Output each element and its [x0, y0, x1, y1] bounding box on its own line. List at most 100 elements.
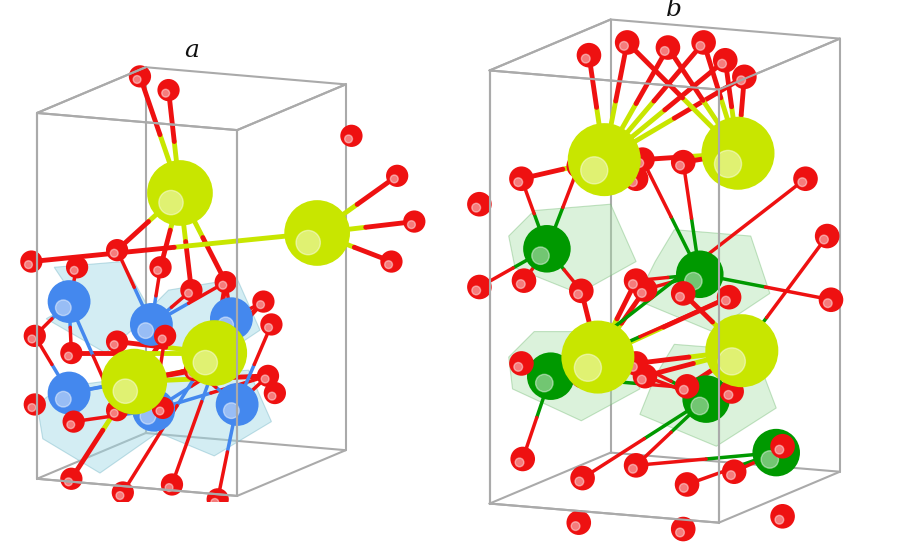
- Circle shape: [217, 384, 257, 425]
- Circle shape: [387, 165, 408, 186]
- Circle shape: [67, 257, 87, 277]
- Circle shape: [194, 351, 218, 375]
- Circle shape: [737, 76, 745, 85]
- Circle shape: [536, 375, 553, 392]
- Circle shape: [468, 193, 490, 216]
- Circle shape: [162, 474, 183, 495]
- Circle shape: [628, 465, 637, 473]
- Circle shape: [257, 366, 278, 386]
- Circle shape: [162, 89, 169, 97]
- Circle shape: [717, 165, 726, 174]
- Circle shape: [63, 411, 84, 432]
- Circle shape: [692, 31, 716, 54]
- Circle shape: [567, 155, 590, 177]
- Circle shape: [61, 343, 82, 363]
- Circle shape: [111, 410, 118, 417]
- Circle shape: [468, 276, 490, 299]
- Circle shape: [517, 280, 525, 288]
- Circle shape: [111, 341, 118, 348]
- Circle shape: [676, 375, 698, 398]
- Polygon shape: [146, 370, 272, 456]
- Circle shape: [156, 407, 164, 415]
- Circle shape: [685, 272, 702, 290]
- Circle shape: [158, 191, 184, 215]
- Circle shape: [631, 148, 654, 171]
- Circle shape: [680, 484, 688, 492]
- Circle shape: [24, 261, 32, 269]
- Circle shape: [570, 280, 593, 302]
- Circle shape: [408, 221, 415, 229]
- Circle shape: [761, 451, 778, 468]
- Circle shape: [514, 363, 523, 371]
- Circle shape: [150, 257, 171, 277]
- Circle shape: [472, 203, 481, 212]
- Circle shape: [580, 157, 608, 184]
- Circle shape: [49, 281, 90, 322]
- Circle shape: [628, 363, 637, 371]
- Circle shape: [140, 408, 156, 424]
- Circle shape: [532, 247, 549, 264]
- Circle shape: [634, 159, 644, 168]
- Circle shape: [166, 484, 173, 491]
- Circle shape: [211, 498, 219, 506]
- Circle shape: [215, 272, 236, 293]
- Circle shape: [715, 150, 742, 177]
- Circle shape: [575, 375, 584, 384]
- Circle shape: [775, 446, 784, 454]
- Circle shape: [158, 335, 166, 343]
- Circle shape: [24, 325, 45, 346]
- Polygon shape: [37, 376, 157, 473]
- Circle shape: [680, 385, 688, 394]
- Circle shape: [572, 522, 580, 531]
- Circle shape: [625, 269, 648, 292]
- Circle shape: [702, 117, 774, 189]
- Circle shape: [619, 41, 628, 50]
- Circle shape: [562, 322, 634, 393]
- Circle shape: [211, 298, 252, 339]
- Polygon shape: [508, 331, 640, 421]
- Circle shape: [261, 375, 269, 383]
- Circle shape: [207, 489, 228, 509]
- Circle shape: [181, 280, 202, 300]
- Circle shape: [717, 60, 726, 68]
- Circle shape: [222, 361, 230, 369]
- Circle shape: [714, 49, 737, 72]
- Circle shape: [512, 269, 535, 292]
- Circle shape: [103, 349, 166, 414]
- Circle shape: [111, 250, 118, 257]
- Circle shape: [527, 353, 573, 399]
- Circle shape: [720, 380, 743, 403]
- Circle shape: [116, 491, 124, 500]
- Circle shape: [515, 458, 524, 467]
- Circle shape: [634, 365, 656, 388]
- Circle shape: [268, 392, 276, 400]
- Circle shape: [637, 375, 646, 384]
- Circle shape: [152, 397, 173, 418]
- Circle shape: [65, 478, 72, 486]
- Circle shape: [569, 124, 640, 195]
- Circle shape: [510, 352, 533, 375]
- Circle shape: [253, 291, 274, 312]
- Circle shape: [824, 299, 832, 307]
- Circle shape: [148, 161, 212, 225]
- Circle shape: [581, 54, 590, 63]
- Circle shape: [219, 352, 239, 372]
- Circle shape: [637, 289, 646, 298]
- Circle shape: [572, 467, 594, 490]
- Circle shape: [154, 266, 162, 274]
- Circle shape: [574, 354, 601, 381]
- Circle shape: [472, 286, 481, 295]
- Circle shape: [56, 300, 71, 316]
- Circle shape: [671, 282, 695, 305]
- Circle shape: [820, 235, 828, 244]
- Circle shape: [345, 135, 353, 143]
- Circle shape: [625, 167, 648, 190]
- Circle shape: [815, 224, 839, 247]
- Circle shape: [677, 251, 723, 297]
- Circle shape: [341, 126, 362, 146]
- Circle shape: [628, 280, 637, 288]
- Circle shape: [219, 281, 227, 289]
- Circle shape: [625, 352, 648, 375]
- Circle shape: [265, 324, 273, 331]
- Circle shape: [28, 403, 36, 412]
